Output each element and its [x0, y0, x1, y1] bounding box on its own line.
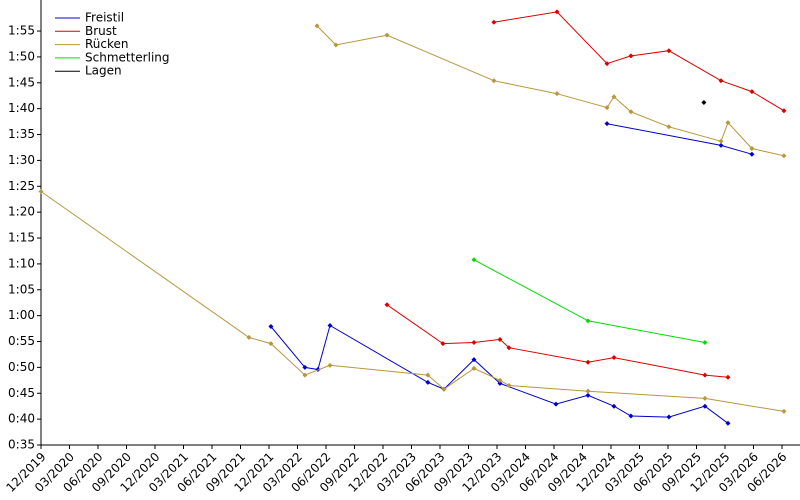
data-point: [585, 318, 591, 324]
data-point: [604, 105, 610, 111]
data-point: [302, 372, 308, 378]
data-point: [781, 408, 787, 414]
data-point: [497, 380, 503, 386]
data-point: [611, 355, 617, 361]
y-tick-label: 1:30: [8, 153, 35, 167]
data-point: [327, 322, 333, 328]
data-point: [471, 365, 477, 371]
data-point: [628, 109, 634, 115]
data-point: [425, 372, 431, 378]
series-line: [270, 123, 753, 424]
data-point: [781, 108, 787, 114]
y-tick-label: 1:00: [8, 308, 35, 322]
data-point: [749, 146, 755, 152]
data-point: [314, 23, 320, 29]
data-point: [491, 19, 497, 25]
data-point: [701, 99, 707, 105]
data-point: [384, 32, 390, 38]
data-point: [497, 336, 503, 342]
data-point: [268, 324, 274, 330]
data-point: [702, 372, 708, 378]
data-point: [425, 379, 431, 385]
series-line: [473, 259, 705, 343]
y-tick-label: 1:15: [8, 231, 35, 245]
data-point: [702, 340, 708, 346]
data-point: [384, 302, 390, 308]
data-point: [302, 364, 308, 370]
series-line: [386, 11, 785, 378]
data-point: [585, 388, 591, 394]
data-point: [666, 414, 672, 420]
data-point: [725, 120, 731, 126]
data-point: [471, 357, 477, 363]
data-point: [749, 89, 755, 95]
data-point: [628, 53, 634, 59]
data-point: [441, 386, 447, 392]
y-tick-label: 1:50: [8, 49, 35, 63]
data-point: [611, 403, 617, 409]
data-point: [585, 392, 591, 398]
series-line: [40, 25, 785, 412]
data-point: [38, 188, 44, 194]
y-tick-label: 1:35: [8, 127, 35, 141]
y-tick-label: 0:45: [8, 386, 35, 400]
data-point: [440, 341, 446, 347]
data-point: [246, 334, 252, 340]
data-point: [585, 359, 591, 365]
data-point: [725, 420, 731, 426]
y-tick-label: 1:05: [8, 282, 35, 296]
y-tick-label: 0:55: [8, 334, 35, 348]
legend-label: Lagen: [85, 64, 122, 78]
data-point: [628, 413, 634, 419]
data-point: [471, 340, 477, 346]
data-point: [327, 362, 333, 368]
data-point: [471, 257, 477, 263]
data-point: [497, 377, 503, 383]
legend-label: Brust: [85, 24, 117, 38]
data-point: [702, 395, 708, 401]
data-point: [666, 48, 672, 54]
data-point: [506, 345, 512, 351]
y-tick-label: 1:40: [8, 101, 35, 115]
data-point: [554, 91, 560, 97]
data-point: [268, 341, 274, 347]
data-point: [749, 151, 755, 157]
legend-label: Freistil: [85, 11, 124, 25]
data-point: [553, 401, 559, 407]
data-point: [718, 78, 724, 84]
data-point: [604, 121, 610, 127]
y-tick-label: 0:40: [8, 412, 35, 426]
data-point: [702, 403, 708, 409]
data-point: [333, 42, 339, 48]
data-point: [611, 94, 617, 100]
legend-label: Schmetterling: [85, 50, 170, 64]
y-tick-label: 1:45: [8, 75, 35, 89]
legend-label: Rücken: [85, 37, 129, 51]
y-tick-label: 1:55: [8, 24, 35, 38]
data-point: [554, 9, 560, 15]
data-point: [491, 78, 497, 84]
data-point: [718, 142, 724, 148]
data-point: [781, 153, 787, 159]
y-tick-label: 1:20: [8, 205, 35, 219]
y-tick-label: 1:25: [8, 179, 35, 193]
y-tick-label: 0:50: [8, 360, 35, 374]
data-point: [725, 374, 731, 380]
data-point: [718, 138, 724, 144]
data-point: [666, 124, 672, 130]
y-tick-label: 1:10: [8, 256, 35, 270]
data-point: [604, 61, 610, 67]
data-point: [506, 382, 512, 388]
y-tick-label: 0:35: [8, 438, 35, 452]
